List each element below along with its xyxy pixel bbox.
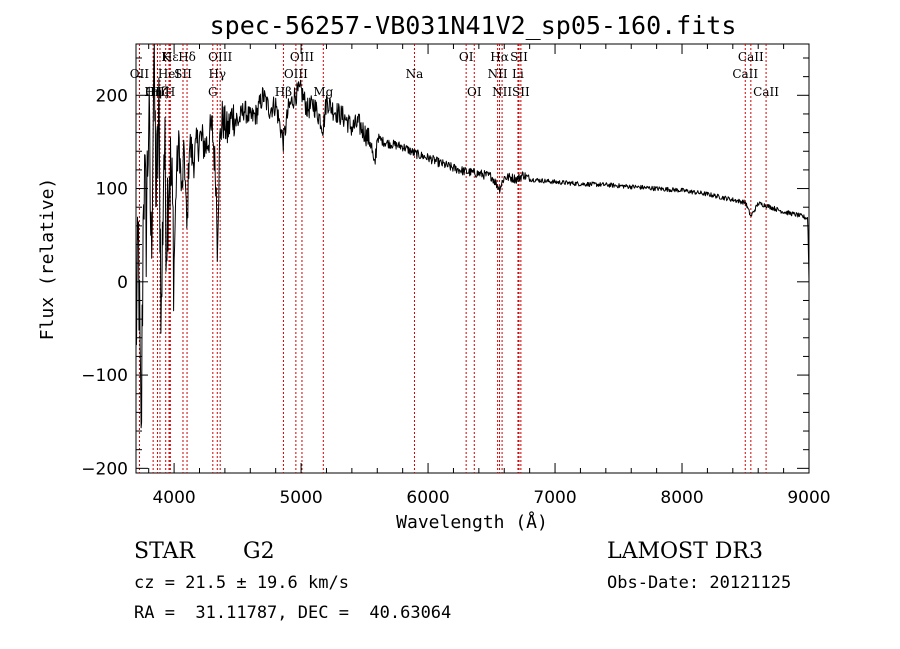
spectral-line-label: Na [406, 67, 424, 81]
spectral-line-label: OIII [290, 50, 314, 64]
spectral-line-label: K [161, 50, 171, 64]
redshift-readout: cz = 21.5 ± 19.6 km/s [134, 573, 349, 593]
spectral-line-label: Hγ [208, 67, 226, 81]
x-tick-label: 4000 [152, 488, 195, 508]
y-axis-title: Flux (relative) [37, 178, 58, 341]
plot-frame [135, 43, 810, 474]
spectral-line-label: OI [467, 85, 482, 99]
spectral-line-label: OI [459, 50, 474, 64]
spectral-line-label: SII [512, 85, 530, 99]
x-axis-title: Wavelength (Å) [396, 511, 548, 533]
chart-title: spec-56257-VB031N41V2_sp05-160.fits [210, 11, 737, 40]
y-tick-label: 0 [117, 273, 128, 293]
y-tick-label: −200 [81, 459, 128, 479]
spectral-line-markers [138, 44, 767, 473]
spectral-line-label: Hα [490, 50, 509, 64]
x-tick-label: 6000 [406, 488, 449, 508]
spectral-line-label: Li [512, 67, 524, 81]
spectral-line-label: SII [174, 67, 192, 81]
y-tick-label: −100 [81, 366, 128, 386]
spectral-line-label: CaII [753, 85, 779, 99]
spectral-line-label: NII [488, 67, 508, 81]
survey-label: LAMOST DR3 [607, 539, 763, 564]
spectral-line-label: SII [510, 50, 528, 64]
spectral-line-label: CaII [738, 50, 764, 64]
spectral-line-label: NII [492, 85, 512, 99]
spectral-line-label: CaII [732, 67, 758, 81]
axis-ticks: 4000 5000 6000 7000 8000 9000 −200 −100 0 100 200 [81, 44, 831, 508]
object-subclass: G2 [243, 539, 275, 564]
spectral-line-label: Hδ [178, 50, 196, 64]
spectral-line-label: OII [130, 67, 150, 81]
spectrum-line [135, 43, 810, 429]
spectral-line-label: Mg [313, 85, 333, 99]
spectral-line-label: OIII [145, 85, 169, 99]
spectral-line-label: H [165, 85, 175, 99]
observation-date: Obs-Date: 20121125 [607, 573, 792, 593]
y-tick-label: 200 [96, 86, 128, 106]
x-tick-label: 5000 [279, 488, 322, 508]
spectral-line-label: Hζ [152, 85, 169, 99]
x-tick-label: 7000 [533, 488, 576, 508]
x-tick-label: 8000 [660, 488, 703, 508]
object-class: STAR [134, 539, 195, 564]
spectral-line-label: OIII [208, 50, 232, 64]
coordinates-readout: RA = 31.11787, DEC = 40.63064 [134, 603, 452, 623]
spectral-line-label: OIII [284, 67, 308, 81]
y-tick-label: 100 [96, 180, 128, 200]
spectral-line-label: G [208, 85, 218, 99]
spectral-line-label: HeI [158, 67, 181, 81]
spectral-line-label: Hβ [275, 85, 292, 99]
x-tick-label: 9000 [787, 488, 830, 508]
